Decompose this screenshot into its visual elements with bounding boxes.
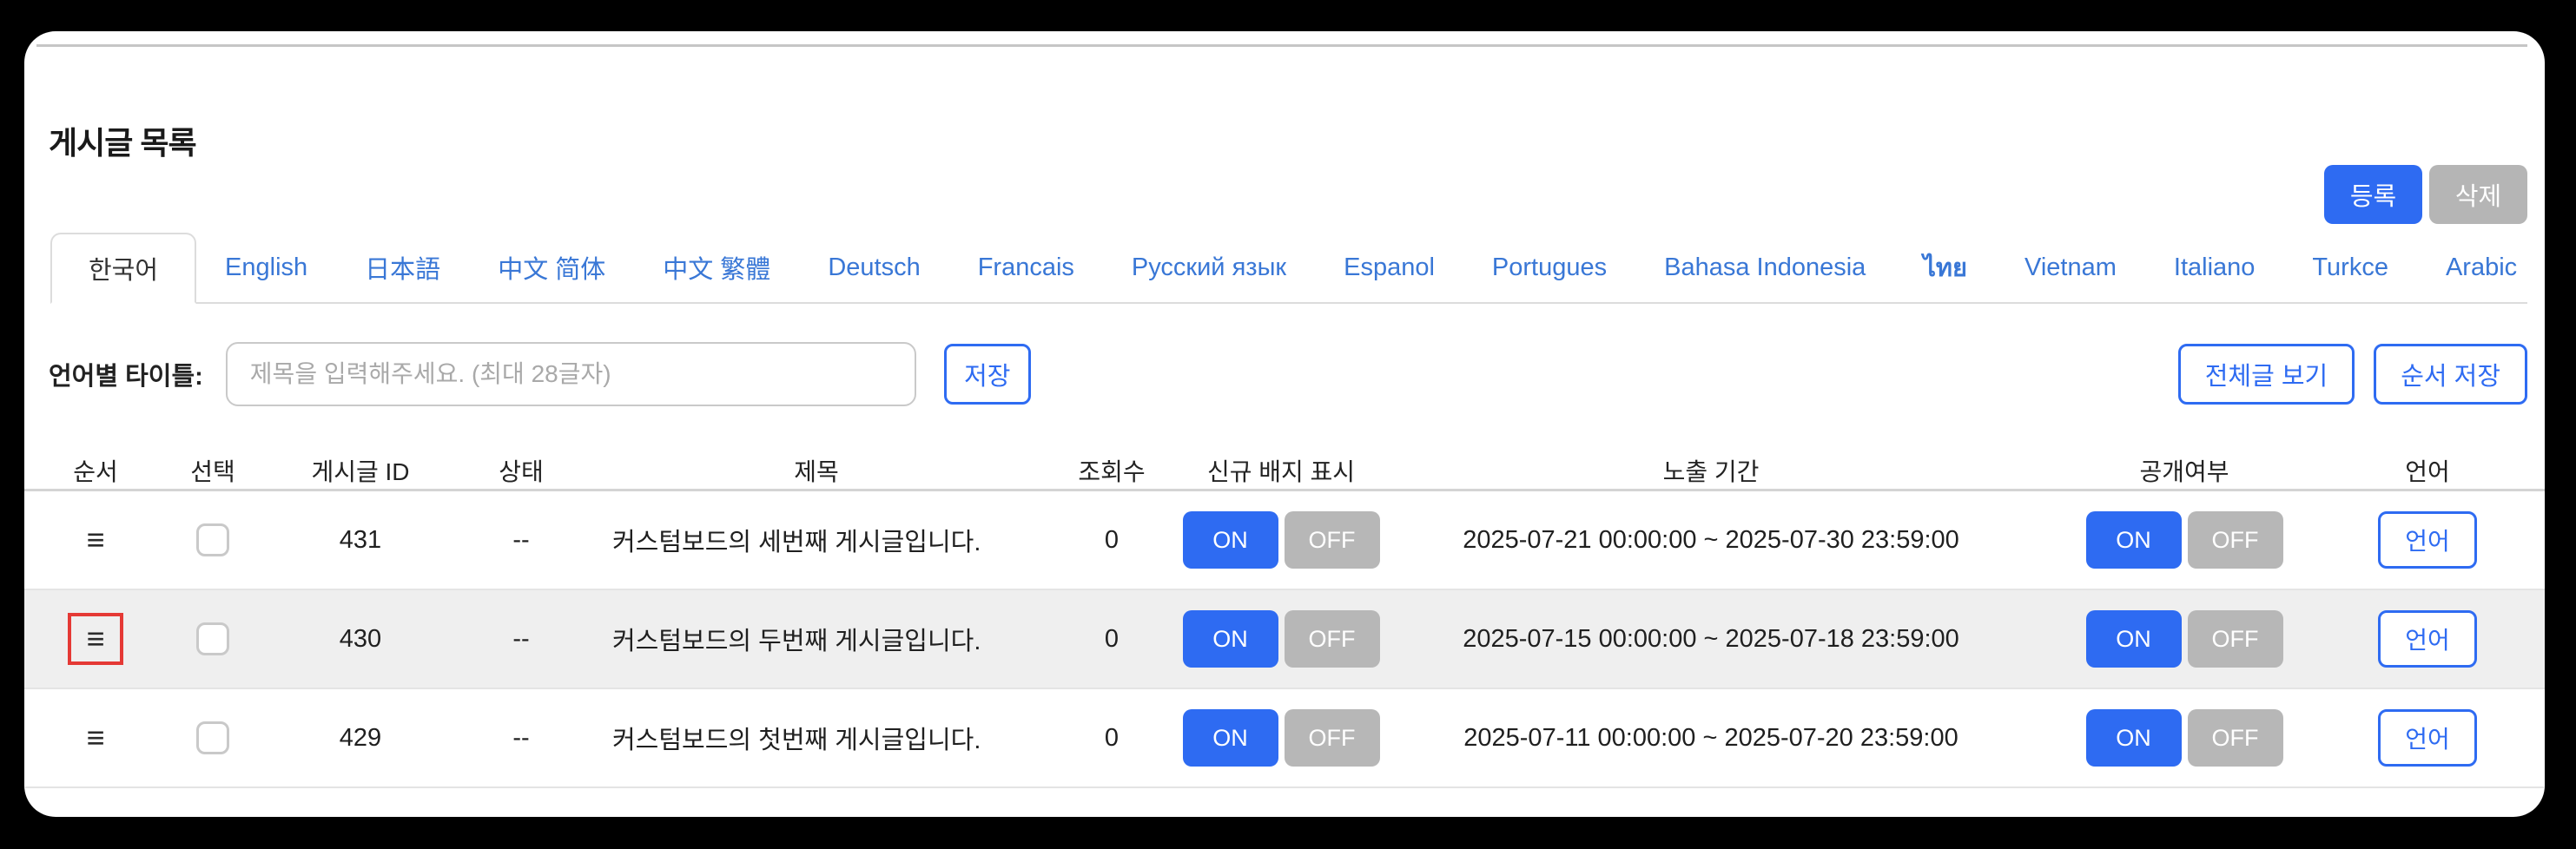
header-order: 순서 (73, 457, 118, 485)
top-actions: 등록 삭제 (2324, 165, 2527, 224)
title-form-label: 언어별 타이틀: (49, 363, 203, 391)
drag-handle-icon[interactable]: ≡ (86, 720, 105, 755)
visibility-on-button[interactable]: ON (2085, 610, 2182, 668)
visibility-toggle: ON OFF (2041, 511, 2328, 569)
badge-toggle: ON OFF (1181, 511, 1381, 569)
visibility-off-button[interactable]: OFF (2187, 709, 2283, 767)
header-title: 제목 (794, 457, 839, 485)
visibility-toggle: ON OFF (2041, 610, 2328, 668)
page-title: 게시글 목록 (49, 125, 197, 161)
post-period: 2025-07-15 00:00:00 ~ 2025-07-18 23:59:0… (1463, 624, 1959, 653)
tab-chinese-traditional[interactable]: 中文 繁體 (663, 256, 771, 284)
drag-handle-highlight-box: ≡ (68, 613, 123, 665)
visibility-off-button[interactable]: OFF (2187, 610, 2283, 668)
header-views: 조회수 (1078, 457, 1146, 485)
tab-german[interactable]: Deutsch (828, 253, 921, 281)
tab-chinese-simplified[interactable]: 中文 简体 (498, 256, 606, 284)
tab-russian[interactable]: Русский язык (1131, 253, 1287, 281)
delete-button[interactable]: 삭제 (2429, 165, 2527, 224)
tab-indonesian[interactable]: Bahasa Indonesia (1664, 253, 1866, 281)
table-row: ≡ 429 -- 커스텀보드의 첫번째 게시글입니다. 0 ON OFF 202… (24, 689, 2545, 788)
post-period: 2025-07-11 00:00:00 ~ 2025-07-20 23:59:0… (1463, 723, 1958, 752)
save-order-button[interactable]: 순서 저장 (2374, 344, 2527, 405)
badge-on-button[interactable]: ON (1182, 610, 1278, 668)
title-input[interactable] (225, 342, 916, 406)
badge-off-button[interactable]: OFF (1284, 511, 1380, 569)
tab-portuguese[interactable]: Portugues (1491, 253, 1608, 281)
language-title-form: 언어별 타이틀: 저장 전체글 보기 순서 저장 (49, 342, 2527, 406)
save-button[interactable]: 저장 (943, 344, 1031, 405)
tab-spanish[interactable]: Espanol (1344, 253, 1435, 281)
badge-toggle: ON OFF (1181, 709, 1381, 767)
post-views: 0 (1104, 723, 1120, 752)
table-header-row: 순서 선택 게시글 ID 상태 제목 조회수 신규 배지 표시 노출 기간 공개… (24, 451, 2545, 491)
visibility-on-button[interactable]: ON (2085, 511, 2182, 569)
row-language-button[interactable]: 언어 (2378, 511, 2477, 569)
post-status: -- (512, 525, 530, 554)
table-row: ≡ 431 -- 커스텀보드의 세번째 게시글입니다. 0 ON OFF 202… (24, 491, 2545, 590)
language-tab-strip: 한국어 English 日本語 中文 简体 中文 繁體 Deutsch Fran… (50, 233, 2527, 304)
register-button[interactable]: 등록 (2324, 165, 2422, 224)
header-new-badge: 신규 배지 표시 (1206, 457, 1356, 485)
view-all-button[interactable]: 전체글 보기 (2177, 344, 2355, 405)
post-views: 0 (1104, 525, 1120, 554)
row-checkbox[interactable] (196, 721, 229, 754)
tab-turkish[interactable]: Turkce (2312, 253, 2388, 281)
visibility-toggle: ON OFF (2041, 709, 2328, 767)
post-status: -- (512, 624, 530, 653)
header-status: 상태 (499, 457, 544, 485)
badge-off-button[interactable]: OFF (1284, 610, 1380, 668)
tab-korean[interactable]: 한국어 (50, 233, 197, 304)
header-language: 언어 (2405, 457, 2450, 485)
badge-on-button[interactable]: ON (1182, 709, 1278, 767)
row-language-button[interactable]: 언어 (2378, 709, 2477, 767)
visibility-on-button[interactable]: ON (2085, 709, 2182, 767)
badge-toggle: ON OFF (1181, 610, 1381, 668)
row-checkbox[interactable] (196, 523, 229, 556)
post-id: 429 (339, 723, 382, 752)
badge-on-button[interactable]: ON (1182, 511, 1278, 569)
post-title: 커스텀보드의 첫번째 게시글입니다. (612, 727, 981, 754)
post-table: 순서 선택 게시글 ID 상태 제목 조회수 신규 배지 표시 노출 기간 공개… (24, 451, 2545, 788)
post-id: 431 (339, 525, 382, 554)
tab-arabic[interactable]: Arabic (2445, 253, 2518, 281)
post-title: 커스텀보드의 두번째 게시글입니다. (612, 628, 981, 655)
tab-french[interactable]: Francais (977, 253, 1074, 281)
header-select: 선택 (190, 457, 235, 485)
row-language-button[interactable]: 언어 (2378, 610, 2477, 668)
tab-italian[interactable]: Italiano (2173, 253, 2256, 281)
tab-english[interactable]: English (225, 253, 308, 281)
badge-off-button[interactable]: OFF (1284, 709, 1380, 767)
row-checkbox[interactable] (196, 622, 229, 655)
post-id: 430 (339, 624, 382, 653)
visibility-off-button[interactable]: OFF (2187, 511, 2283, 569)
table-actions: 전체글 보기 순서 저장 (2177, 344, 2527, 405)
drag-handle-icon[interactable]: ≡ (86, 522, 105, 557)
top-divider (36, 44, 2527, 47)
tab-japanese[interactable]: 日本語 (365, 256, 441, 284)
table-row: ≡ 430 -- 커스텀보드의 두번째 게시글입니다. 0 ON OFF 202… (24, 590, 2545, 689)
header-period: 노출 기간 (1662, 457, 1760, 485)
post-views: 0 (1104, 624, 1120, 653)
post-title: 커스텀보드의 세번째 게시글입니다. (612, 529, 981, 556)
tab-vietnamese[interactable]: Vietnam (2024, 253, 2117, 281)
post-status: -- (512, 723, 530, 752)
content-card: 게시글 목록 등록 삭제 한국어 English 日本語 中文 简体 中文 繁體… (24, 31, 2545, 817)
post-period: 2025-07-21 00:00:00 ~ 2025-07-30 23:59:0… (1463, 525, 1959, 554)
header-visibility: 공개여부 (2139, 457, 2229, 485)
tab-thai[interactable]: ไทย (1923, 254, 1968, 282)
drag-handle-icon[interactable]: ≡ (86, 621, 105, 656)
header-post-id: 게시글 ID (311, 457, 410, 485)
